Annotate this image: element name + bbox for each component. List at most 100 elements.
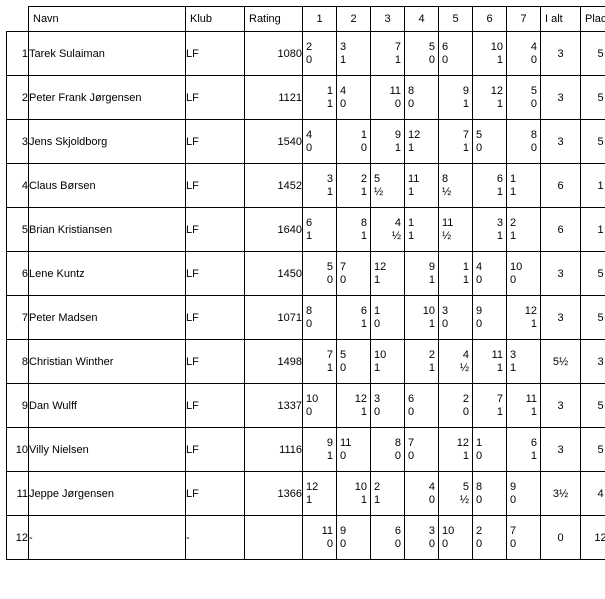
opponent-number: 12 [457, 437, 469, 450]
opponent-number: 3 [340, 41, 346, 54]
game-result: 0 [340, 98, 346, 111]
game-result: 1 [463, 98, 469, 111]
opponent-number: 8 [306, 305, 312, 318]
player-total: 5½ [541, 340, 581, 384]
player-club: LF [186, 164, 245, 208]
game-result: 0 [408, 450, 414, 463]
game-result: 0 [408, 406, 414, 419]
player-number: 9 [7, 384, 29, 428]
table-header: Navn Klub Rating 1 2 3 4 5 6 7 I alt Pla… [7, 7, 605, 32]
game-result: 1 [374, 494, 380, 507]
game-result: 0 [476, 142, 482, 155]
opponent-number: 7 [463, 129, 469, 142]
player-rating: 1450 [245, 252, 303, 296]
player-place: 4 [581, 472, 605, 516]
opponent-number: 10 [510, 261, 522, 274]
game-result: 1 [306, 494, 312, 507]
header-round-7: 7 [507, 7, 541, 32]
game-result: 0 [442, 54, 448, 67]
player-place: 5 [581, 296, 605, 340]
game-result: 1 [497, 54, 503, 67]
game-result: 0 [306, 318, 312, 331]
header-round-6: 6 [473, 7, 507, 32]
opponent-number: 10 [491, 41, 503, 54]
opponent-number: 9 [327, 437, 333, 450]
player-rating: 1498 [245, 340, 303, 384]
game-result: 0 [429, 494, 435, 507]
game-result: 0 [476, 318, 482, 331]
game-result: 0 [463, 406, 469, 419]
opponent-number: 9 [463, 85, 469, 98]
game-result: ½ [392, 230, 401, 243]
opponent-number: 3 [374, 393, 380, 406]
opponent-number: 2 [306, 41, 312, 54]
game-result: 0 [442, 538, 448, 551]
game-result: 0 [531, 54, 537, 67]
game-result: 1 [497, 98, 503, 111]
player-place: 5 [581, 384, 605, 428]
opponent-number: 5 [476, 129, 482, 142]
player-place: 1 [581, 208, 605, 252]
player-place: 12 [581, 516, 605, 560]
opponent-number: 1 [327, 85, 333, 98]
game-result: 1 [408, 230, 414, 243]
game-result: 1 [463, 142, 469, 155]
opponent-number: 7 [510, 525, 516, 538]
opponent-number: 6 [531, 437, 537, 450]
header-round-3: 3 [371, 7, 405, 32]
opponent-number: 8 [395, 437, 401, 450]
player-name: - [29, 516, 186, 560]
opponent-number: 7 [408, 437, 414, 450]
opponent-number: 7 [327, 349, 333, 362]
player-name: Lene Kuntz [29, 252, 186, 296]
opponent-number: 7 [395, 41, 401, 54]
player-name: Claus Børsen [29, 164, 186, 208]
game-result: ½ [460, 362, 469, 375]
player-place: 5 [581, 120, 605, 164]
player-total: 0 [541, 516, 581, 560]
opponent-number: 2 [510, 217, 516, 230]
game-result: 1 [327, 186, 333, 199]
game-result: 1 [306, 230, 312, 243]
opponent-number: 12 [408, 129, 420, 142]
header-round-4: 4 [405, 7, 439, 32]
opponent-number: 7 [340, 261, 346, 274]
game-result: 0 [340, 362, 346, 375]
player-club: LF [186, 384, 245, 428]
game-result: 1 [361, 494, 367, 507]
player-rating: 1116 [245, 428, 303, 472]
player-name: Villy Nielsen [29, 428, 186, 472]
opponent-number: 5 [463, 481, 469, 494]
player-name: Brian Kristiansen [29, 208, 186, 252]
